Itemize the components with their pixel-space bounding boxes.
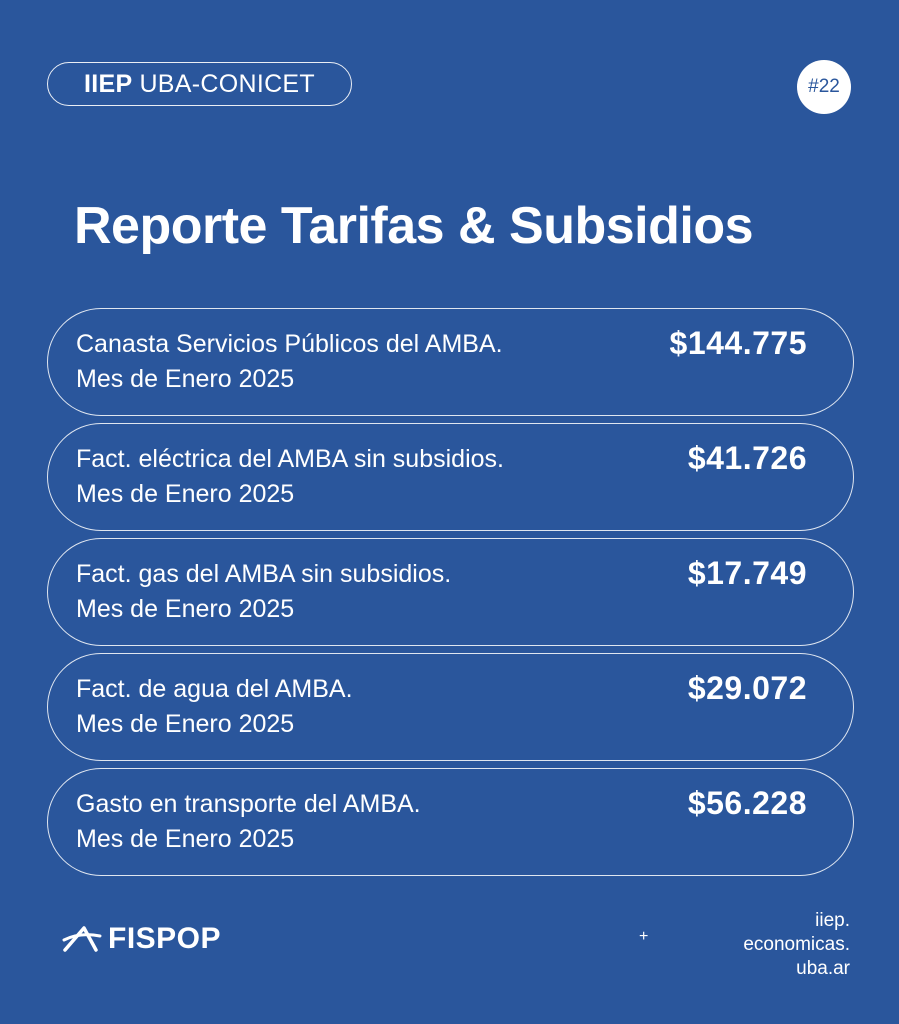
badge-rest: UBA-CONICET bbox=[139, 69, 315, 98]
label-period: Mes de Enero 2025 bbox=[76, 825, 295, 853]
list-item-value: $144.775 bbox=[669, 325, 807, 361]
list-item: Gasto en transporte del AMBA. Mes de Ene… bbox=[47, 768, 854, 876]
list-item-value: $41.726 bbox=[687, 440, 807, 476]
fispop-logo-icon bbox=[62, 926, 102, 952]
website-address: iiep. economicas. uba.ar bbox=[743, 909, 850, 981]
list-item: Fact. eléctrica del AMBA sin subsidios. … bbox=[47, 423, 854, 531]
report-list: Canasta Servicios Públicos del AMBA. Mes… bbox=[47, 308, 854, 883]
label-period: Mes de Enero 2025 bbox=[76, 365, 295, 393]
list-item-label: Fact. gas del AMBA sin subsidios. Mes de… bbox=[76, 557, 451, 627]
list-item: Fact. de agua del AMBA. Mes de Enero 202… bbox=[47, 653, 854, 761]
page-title: Reporte Tarifas & Subsidios bbox=[74, 197, 754, 255]
iiep-badge: IIEP UBA-CONICET bbox=[47, 62, 352, 106]
list-item-label: Fact. eléctrica del AMBA sin subsidios. … bbox=[76, 442, 504, 512]
issue-number-badge: #22 bbox=[797, 60, 851, 114]
list-item: Fact. gas del AMBA sin subsidios. Mes de… bbox=[47, 538, 854, 646]
label-period: Mes de Enero 2025 bbox=[76, 710, 295, 738]
site-line: uba.ar bbox=[796, 958, 850, 979]
label-line: Canasta Servicios Públicos del AMBA. bbox=[76, 330, 503, 358]
label-line: Fact. gas del AMBA sin subsidios. bbox=[76, 560, 452, 588]
fispop-logo: FISPOP bbox=[62, 922, 221, 956]
fispop-logo-text: FISPOP bbox=[108, 922, 222, 955]
list-item-label: Fact. de agua del AMBA. Mes de Enero 202… bbox=[76, 672, 353, 742]
label-period: Mes de Enero 2025 bbox=[76, 595, 295, 623]
badge-bold: IIEP bbox=[84, 69, 133, 98]
label-line: Gasto en transporte del AMBA. bbox=[76, 790, 421, 818]
plus-sign: + bbox=[639, 928, 649, 945]
label-period: Mes de Enero 2025 bbox=[76, 480, 295, 508]
list-item-value: $17.749 bbox=[687, 555, 807, 591]
list-item-value: $56.228 bbox=[687, 785, 807, 821]
site-line: economicas. bbox=[743, 934, 850, 955]
list-item: Canasta Servicios Públicos del AMBA. Mes… bbox=[47, 308, 854, 416]
list-item-label: Gasto en transporte del AMBA. Mes de Ene… bbox=[76, 787, 421, 857]
label-line: Fact. de agua del AMBA. bbox=[76, 675, 353, 703]
list-item-value: $29.072 bbox=[687, 670, 807, 706]
site-line: iiep. bbox=[815, 910, 850, 931]
list-item-label: Canasta Servicios Públicos del AMBA. Mes… bbox=[76, 327, 503, 397]
label-line: Fact. eléctrica del AMBA sin subsidios. bbox=[76, 445, 504, 473]
